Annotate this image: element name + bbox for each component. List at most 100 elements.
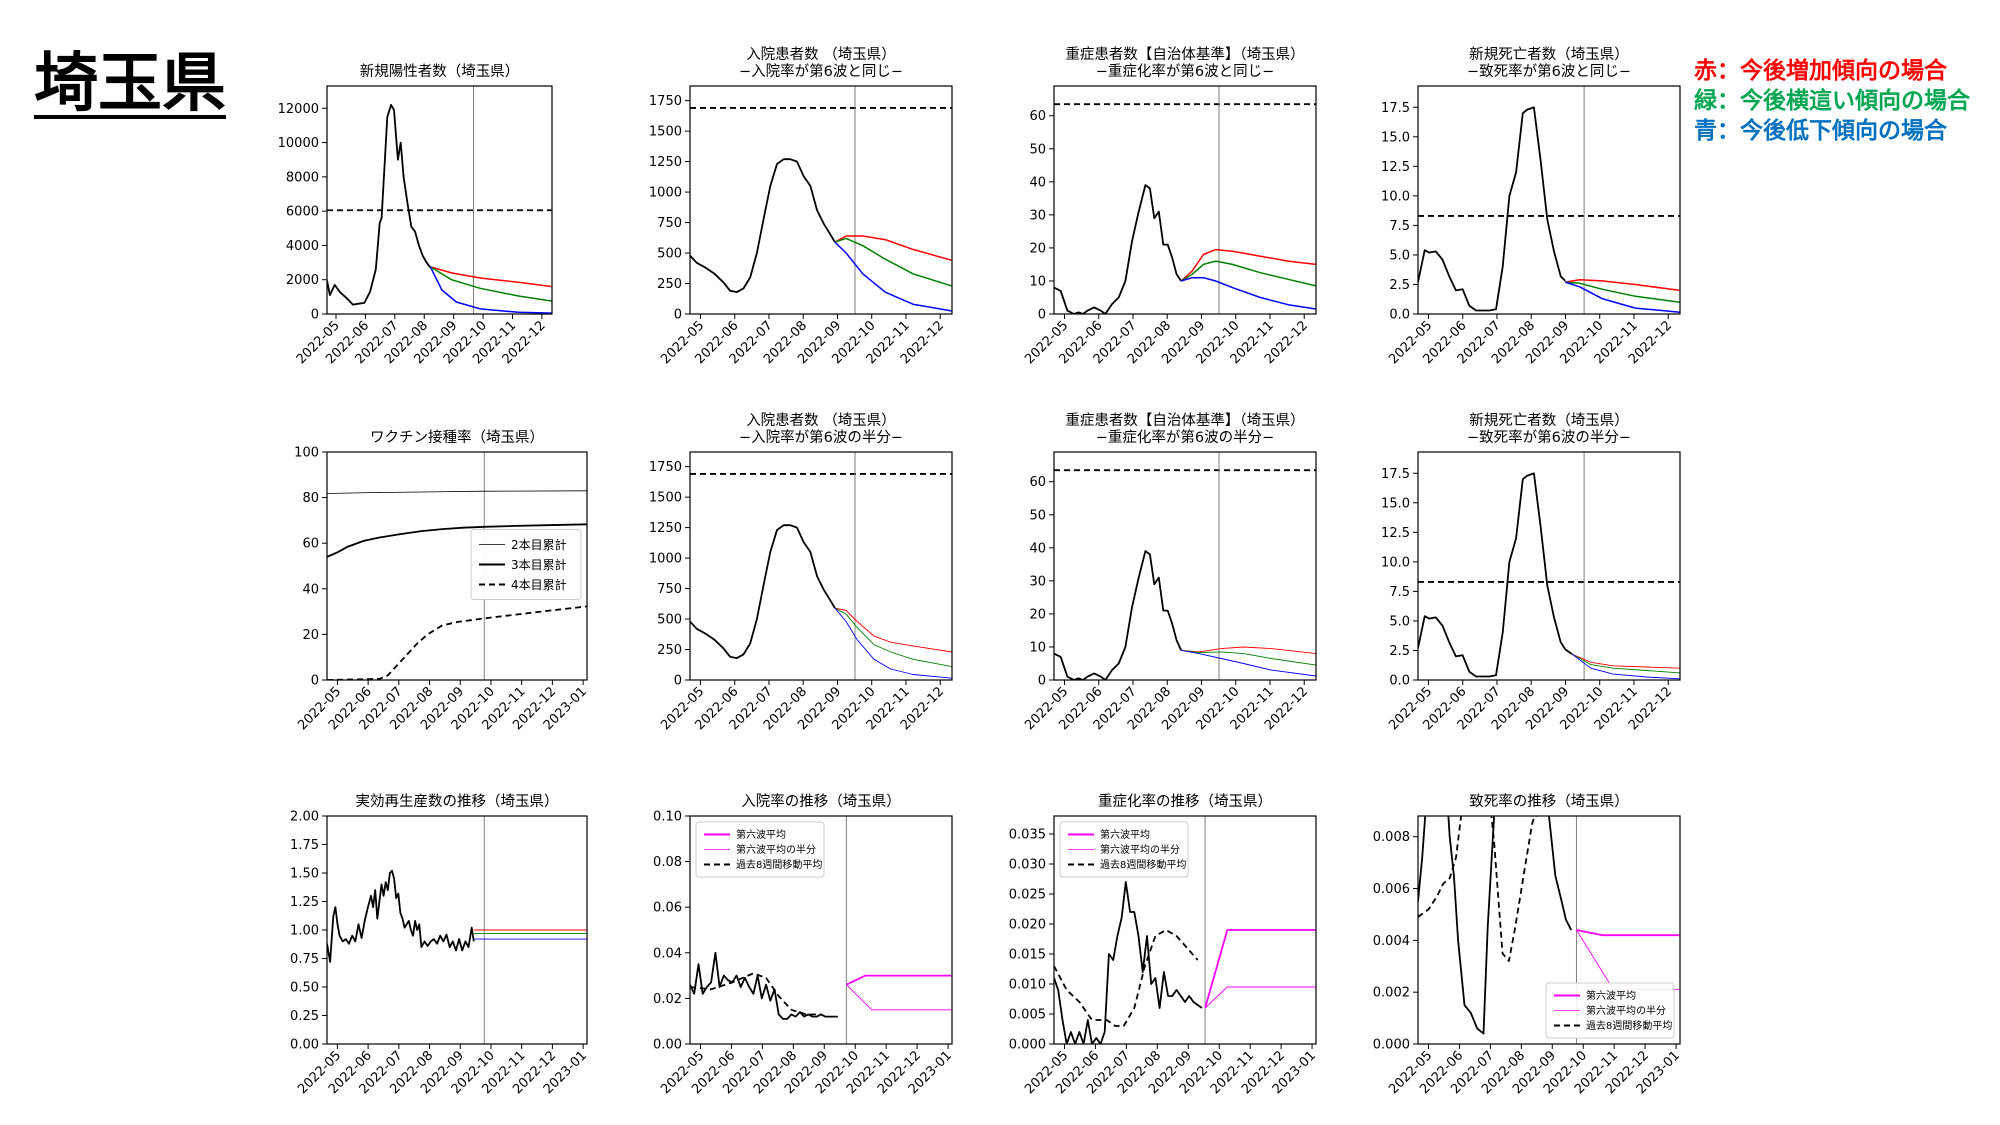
series-line-2 <box>834 607 952 653</box>
y-tick-label: 0.020 <box>1009 918 1046 933</box>
legend-label: 第六波平均の半分 <box>1586 1004 1666 1017</box>
series-line-4 <box>1564 281 1680 313</box>
y-tick-label: 750 <box>657 216 682 231</box>
legend-label: 第六波平均の半分 <box>1100 843 1180 856</box>
y-tick-label: 5.0 <box>1389 614 1410 629</box>
chart-title: 新規死亡者数（埼玉県） <box>1469 412 1629 429</box>
series-line-1 <box>327 104 432 306</box>
note-green-flat: 緑：今後横這い傾向の場合 <box>1694 88 1970 114</box>
chart-title: −入院率が第6波の半分− <box>739 428 903 446</box>
legend-label: 第六波平均 <box>1100 828 1150 841</box>
series-line-3 <box>1204 929 1316 1009</box>
y-tick-label: 0.000 <box>1009 1038 1046 1053</box>
y-tick-label: 40 <box>1029 541 1046 556</box>
series-line-2 <box>690 972 821 1016</box>
chart-title: −重症化率が第6波と同じ− <box>1096 62 1275 80</box>
y-tick-label: 0.00 <box>653 1038 682 1053</box>
y-tick-label: 0.005 <box>1009 1008 1046 1023</box>
chart-5: ワクチン接種率（埼玉県）0204060801002022-052022-0620… <box>294 429 590 733</box>
series-line-3 <box>834 237 952 287</box>
prefecture-title: 埼玉県 <box>34 47 226 121</box>
y-tick-label: 250 <box>657 643 682 658</box>
series-line-3 <box>846 974 952 986</box>
series-line-4 <box>846 984 952 1011</box>
series-line-1 <box>1054 881 1203 1044</box>
chart-9: 実効再生産数の推移（埼玉県） 0.00 0.25 0.50 0.75 1.00 1.25 1.… <box>290 793 590 1097</box>
y-tick-label: 1.00 <box>290 924 319 939</box>
y-tick-label: 0.008 <box>1373 830 1410 845</box>
chart-title: 致死率の推移（埼玉県） <box>1469 793 1629 810</box>
chart-title: −致死率が第6波の半分− <box>1467 428 1631 446</box>
series-line-1 <box>1054 184 1182 314</box>
y-tick-label: 0.00 <box>290 1038 319 1053</box>
series-line-3 <box>834 607 952 668</box>
y-tick-label: 2.5 <box>1389 278 1410 293</box>
y-tick-label: 1500 <box>649 125 682 140</box>
scenario-color-notes: 赤：今後増加傾向の場合 緑：今後横這い傾向の場合 青：今後低下傾向の場合 <box>1694 56 1970 146</box>
y-tick-label: 0 <box>311 308 319 323</box>
series-line-2 <box>1054 929 1199 1027</box>
plot-frame <box>689 451 953 681</box>
series-line-2 <box>1181 646 1316 655</box>
chart-title: 入院率の推移（埼玉県） <box>741 793 901 810</box>
chart-2: 入院患者数 （埼玉県）−入院率が第6波と同じ− 0 250 500 750 1000 125… <box>649 46 953 367</box>
legend-label: 2本目累計 <box>511 537 567 552</box>
y-tick-label: 10.0 <box>1381 555 1410 570</box>
y-tick-label: 30 <box>1029 574 1046 589</box>
chart-title: −重症化率が第6波の半分− <box>1096 428 1275 446</box>
series-line-1 <box>690 158 836 294</box>
y-tick-label: 1750 <box>649 94 682 109</box>
y-tick-label: 60 <box>1029 109 1046 124</box>
series-line-2 <box>327 523 587 558</box>
legend-label: 4本目累計 <box>511 577 567 592</box>
y-tick-label: 60 <box>1029 475 1046 490</box>
series-line-1 <box>327 869 475 963</box>
legend-label: 過去8週間移動平均 <box>1100 858 1186 871</box>
plot-frame <box>326 815 588 1045</box>
chart-10: 入院率の推移（埼玉県）0.000.020.040.060.080.102022-… <box>653 793 955 1097</box>
series-line-2 <box>1418 816 1536 962</box>
y-tick-label: 7.5 <box>1389 219 1410 234</box>
y-tick-label: 100 <box>294 446 319 461</box>
y-tick-label: 0 <box>674 308 682 323</box>
chart-legend: 2本目累計 3本目累計 4本目累計 <box>470 529 582 601</box>
chart-11: 重症化率の推移（埼玉県） 0.000 0.005 0.010 0.015 0.020 0.0… <box>1009 793 1319 1097</box>
chart-4: 新規死亡者数（埼玉県）−致死率が第6波と同じ− 0.0 2.5 5.0 7.5 10.0 1… <box>1381 46 1681 367</box>
series-line-1 <box>1418 816 1573 1035</box>
y-tick-label: 20 <box>1029 607 1046 622</box>
plot-frame <box>1053 451 1317 681</box>
chart-8: 新規死亡者数（埼玉県）−致死率が第6波の半分− 0.0 2.5 5.0 7.5 10.0 1… <box>1381 412 1681 733</box>
y-tick-label: 7.5 <box>1389 585 1410 600</box>
series-line-1 <box>327 490 587 494</box>
plot-frame <box>326 451 588 681</box>
y-tick-label: 4000 <box>286 239 319 254</box>
y-tick-label: 10 <box>1029 274 1046 289</box>
y-tick-label: 17.5 <box>1381 467 1410 482</box>
y-tick-label: 0.0 <box>1389 308 1410 323</box>
series-line-4 <box>1181 649 1316 677</box>
legend-label: 第六波平均 <box>736 828 786 841</box>
y-tick-label: 0.035 <box>1009 828 1046 843</box>
chart-title: 入院患者数 （埼玉県） <box>746 412 896 429</box>
y-tick-label: 0.25 <box>290 1009 319 1024</box>
y-tick-label: 30 <box>1029 208 1046 223</box>
y-tick-label: 50 <box>1029 142 1046 157</box>
y-tick-label: 0 <box>311 674 319 689</box>
y-tick-label: 50 <box>1029 508 1046 523</box>
plot-frame <box>1417 815 1681 1045</box>
y-tick-label: 0.50 <box>290 981 319 996</box>
y-tick-label: 0.02 <box>653 992 682 1007</box>
y-tick-label: 15.0 <box>1381 130 1410 145</box>
series-line-4 <box>1204 986 1316 1009</box>
y-tick-label: 1000 <box>649 552 682 567</box>
chart-title: 重症患者数【自治体基準】（埼玉県） <box>1065 412 1304 429</box>
plot-frame <box>1053 815 1317 1045</box>
y-tick-label: 0.004 <box>1373 934 1410 949</box>
y-tick-label: 0.006 <box>1373 882 1410 897</box>
chart-title: 新規陽性者数（埼玉県） <box>360 63 520 80</box>
y-tick-label: 1750 <box>649 460 682 475</box>
y-tick-label: 0 <box>1038 674 1046 689</box>
y-tick-label: 0.015 <box>1009 948 1046 963</box>
